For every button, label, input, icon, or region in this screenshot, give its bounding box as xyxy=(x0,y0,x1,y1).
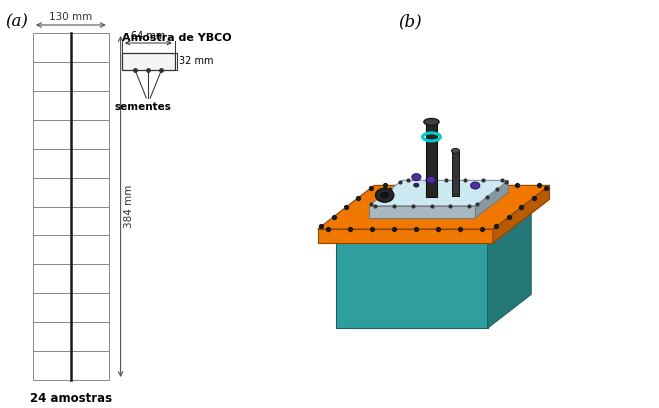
Ellipse shape xyxy=(426,176,436,183)
Bar xyxy=(33,62,71,91)
Bar xyxy=(33,322,71,351)
Bar xyxy=(33,149,71,177)
Bar xyxy=(71,149,109,177)
Polygon shape xyxy=(336,204,531,238)
Text: Amostra de YBCO: Amostra de YBCO xyxy=(122,33,231,43)
Bar xyxy=(71,264,109,293)
Text: 64 mm: 64 mm xyxy=(131,31,165,41)
Bar xyxy=(71,351,109,380)
Text: 130 mm: 130 mm xyxy=(49,12,92,22)
Polygon shape xyxy=(493,185,550,243)
Bar xyxy=(33,351,71,380)
Polygon shape xyxy=(488,204,531,328)
Text: 384 mm: 384 mm xyxy=(124,185,134,228)
Ellipse shape xyxy=(471,182,480,189)
Ellipse shape xyxy=(376,188,394,202)
Polygon shape xyxy=(318,229,493,243)
Ellipse shape xyxy=(412,174,421,181)
Bar xyxy=(33,177,71,206)
Bar xyxy=(33,206,71,235)
Ellipse shape xyxy=(428,186,434,190)
Text: (b): (b) xyxy=(399,13,422,30)
Bar xyxy=(122,53,175,70)
Polygon shape xyxy=(336,238,488,328)
Bar xyxy=(33,120,71,149)
Bar xyxy=(33,235,71,264)
Bar xyxy=(71,177,109,206)
Polygon shape xyxy=(369,206,475,218)
Bar xyxy=(33,91,71,120)
Polygon shape xyxy=(475,180,508,218)
Bar xyxy=(71,206,109,235)
Ellipse shape xyxy=(424,118,439,125)
Polygon shape xyxy=(426,122,438,197)
Polygon shape xyxy=(452,151,459,196)
Bar xyxy=(33,293,71,322)
Ellipse shape xyxy=(451,149,459,153)
Bar xyxy=(71,62,109,91)
Bar xyxy=(33,33,71,62)
Text: 32 mm: 32 mm xyxy=(179,56,213,67)
Text: 24 amostras: 24 amostras xyxy=(30,392,112,405)
Bar xyxy=(71,120,109,149)
Ellipse shape xyxy=(414,183,419,187)
Polygon shape xyxy=(369,180,508,206)
Bar xyxy=(71,91,109,120)
Bar xyxy=(71,322,109,351)
Bar xyxy=(33,264,71,293)
Polygon shape xyxy=(318,185,550,229)
Bar xyxy=(71,293,109,322)
Text: sementes: sementes xyxy=(115,102,171,112)
Bar xyxy=(71,235,109,264)
Bar xyxy=(71,33,109,62)
Ellipse shape xyxy=(380,191,390,199)
Text: (a): (a) xyxy=(5,13,28,30)
